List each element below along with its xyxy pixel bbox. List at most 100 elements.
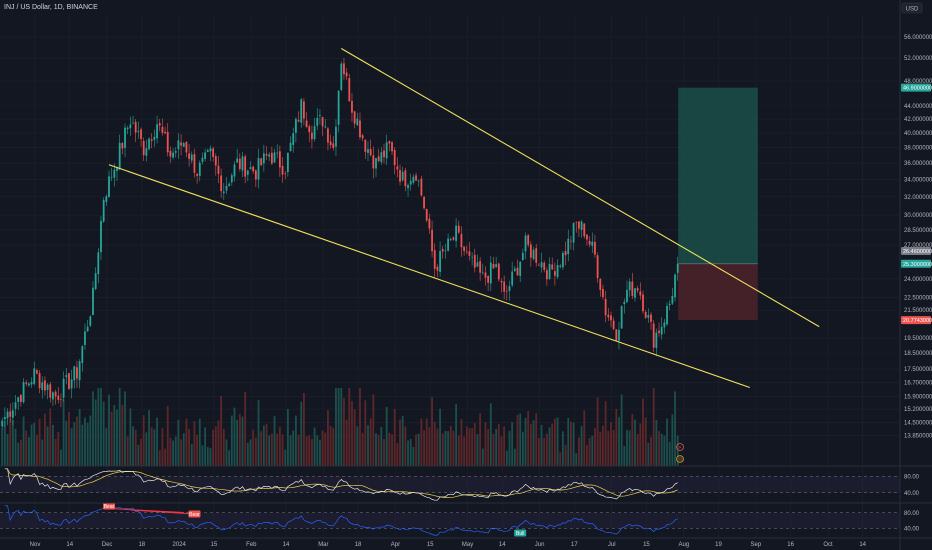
candle-body: [30, 382, 33, 385]
volume-bar: [286, 408, 289, 466]
volume-bar: [177, 419, 180, 466]
candle-body: [60, 399, 62, 400]
price-tick-label: 44.0000000: [904, 104, 932, 110]
volume-bar: [647, 442, 650, 466]
position-tool[interactable]: [678, 87, 758, 321]
symbol-title[interactable]: INJ / US Dollar, 1D, BINANCE: [4, 4, 98, 11]
candle-body: [628, 281, 631, 291]
time-tick-label: 2024: [173, 542, 187, 548]
candle-body: [193, 154, 196, 173]
volume-bar: [540, 424, 543, 466]
price-tag: [901, 259, 931, 268]
candle-body: [81, 346, 84, 363]
volume-bar: [84, 417, 86, 466]
rsi2-level-label: 80.00: [904, 511, 920, 517]
volume-bar: [383, 439, 385, 466]
trendlines[interactable]: [108, 48, 820, 389]
volume-bar: [137, 444, 140, 466]
volume-bar: [225, 439, 228, 466]
volume-bar: [505, 450, 508, 466]
candle-body: [356, 118, 359, 126]
price-tick-label: 16.7000000: [904, 380, 932, 386]
candle-body: [94, 273, 97, 289]
candle-body: [489, 262, 492, 284]
volume-bar: [572, 422, 575, 466]
trendline-lower: [108, 164, 750, 389]
volume-bar: [642, 398, 644, 466]
candle-body: [599, 278, 602, 290]
candle-body: [615, 329, 618, 341]
alert-icon[interactable]: ⚡: [676, 443, 684, 452]
price-axis[interactable]: 56.0000000 52.0000000 48.0000000 44.0000000…: [901, 35, 932, 532]
candle-body: [567, 238, 570, 255]
candle-body: [246, 170, 249, 175]
candle-body: [583, 223, 586, 237]
volume-bar: [260, 431, 263, 466]
volume-bar: [562, 431, 564, 466]
volume-bar: [604, 401, 607, 466]
candle-body: [54, 391, 57, 397]
candle-body: [359, 120, 361, 138]
candle-body: [249, 167, 252, 170]
volume-bar: [599, 431, 602, 466]
currency-button[interactable]: USD: [901, 2, 923, 14]
volume-bar: [391, 434, 393, 466]
volume-bar: [564, 444, 567, 466]
candle-body: [161, 126, 164, 133]
volume-bar: [532, 420, 535, 466]
volume-bar: [6, 434, 9, 466]
volume-bar: [281, 434, 284, 466]
price-tick-label: 40.0000000: [904, 131, 932, 137]
volume-bar: [527, 411, 530, 466]
earnings-icon[interactable]: [676, 455, 684, 463]
candle-body: [254, 170, 257, 180]
price-tick-label: 21.5000000: [904, 308, 932, 314]
volume-bar: [174, 436, 177, 466]
divergence-label-box: [103, 502, 115, 510]
price-tick-label: 19.5000000: [904, 336, 932, 342]
candle-body: [337, 90, 340, 125]
volume-bar: [220, 395, 223, 466]
time-tick-label: Mar: [318, 542, 328, 548]
time-tick-label: Dec: [102, 542, 113, 548]
volume-bar: [70, 428, 73, 466]
volume-bar: [17, 442, 20, 466]
price-tick-label: 42.0000000: [904, 117, 932, 123]
price-tag-label: 20.7743000: [903, 318, 932, 324]
volume-bar: [33, 422, 36, 466]
candle-body: [559, 265, 562, 267]
candle-body: [644, 312, 647, 318]
candle-body: [182, 142, 185, 147]
volume-bar: [134, 429, 137, 466]
volume-bar: [508, 430, 511, 466]
candle-body: [303, 101, 305, 119]
candle-body: [361, 135, 364, 139]
volume-bar: [270, 433, 273, 466]
price-tick-label: 28.5000000: [904, 228, 932, 234]
price-tick-label: 52.0000000: [904, 56, 932, 62]
candle-body: [185, 141, 188, 153]
time-axis[interactable]: Nov 14 Dec 18 2024 15 Feb 14 Mar 18 Apr 15 May 14 Jun 1…: [0, 537, 932, 548]
volume-bar: [153, 429, 156, 466]
volume-bar: [351, 401, 353, 466]
volume-bar: [580, 426, 583, 466]
candle-body: [623, 301, 626, 305]
candle-body: [399, 169, 401, 182]
volume-bar: [9, 418, 12, 466]
time-tick-label: Oct: [823, 542, 833, 548]
candle-body: [172, 152, 174, 158]
volume-bar: [308, 435, 311, 466]
candle-body: [537, 264, 540, 266]
volume-bar: [65, 420, 68, 466]
volume-bar: [441, 433, 444, 466]
volume-bar: [52, 424, 54, 466]
candle-body: [618, 329, 620, 341]
volume-bar: [431, 397, 433, 466]
candle-body: [473, 254, 476, 268]
candle-body: [479, 261, 482, 273]
volume-bar: [297, 434, 300, 466]
volume-bar: [548, 427, 551, 466]
currency-label: USD: [906, 7, 919, 13]
candle-body: [11, 410, 14, 418]
volume-bar: [11, 420, 14, 466]
